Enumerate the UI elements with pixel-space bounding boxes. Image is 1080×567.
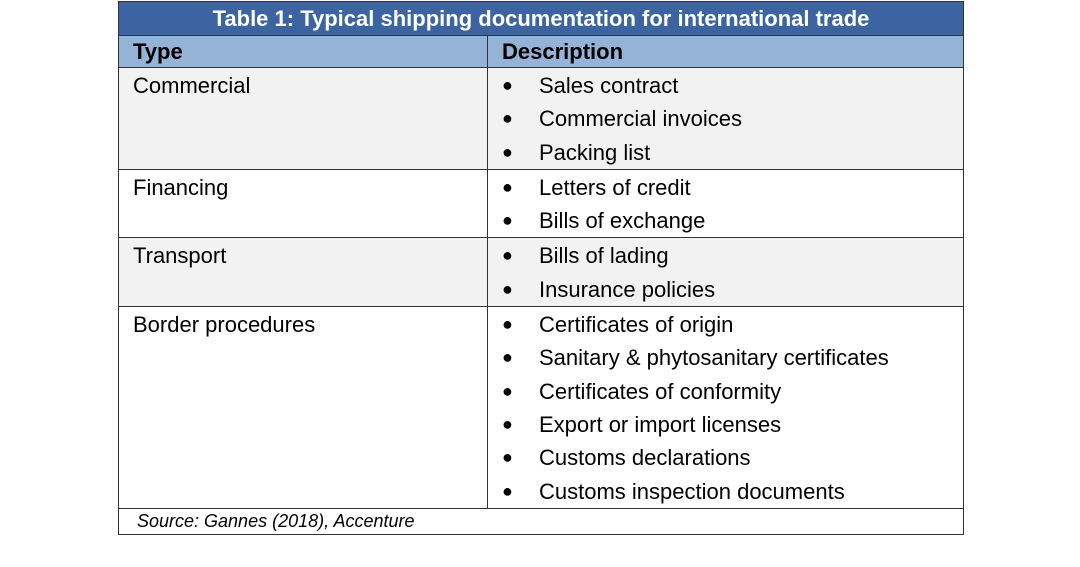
list-item-text: Insurance policies [539,276,716,302]
bullet-icon: ● [502,447,513,468]
table-row: Financing ● Letters of credit ● Bills of exc… [119,169,963,239]
list-item-text: Sanitary & phytosanitary certificates [539,345,889,371]
description-cell: ● Letters of credit ● Bills of exchange [488,170,963,238]
list-item-text: Sales contract [539,73,679,98]
list-item: ● Certificates of conformity [502,375,963,408]
list-item: ● Customs inspection documents [502,475,963,508]
table-header: Type Description [119,36,963,68]
list-item: ● Customs declarations [502,441,963,474]
list-item: ● Sanitary & phytosanitary certificates [502,341,963,374]
source-note: Source: Gannes (2018), Accenture [137,510,415,531]
shipping-documentation-table: Table 1: Typical shipping documentation … [118,1,964,535]
bullet-icon: ● [502,176,513,197]
type-cell: Financing [119,169,488,238]
bullet-icon: ● [502,380,513,401]
list-item-text: Customs inspection documents [539,478,845,504]
list-item: ● Certificates of origin [502,308,963,341]
table-row: Transport ● Bills of lading ● Insurance poli… [119,238,963,308]
header-type: Type [119,36,488,67]
bullet-icon: ● [502,75,513,95]
list-item-text: Certificates of conformity [539,378,782,404]
bullet-icon: ● [502,278,513,299]
bullet-icon: ● [502,245,513,266]
list-item-text: Export or import licenses [539,411,782,437]
list-item-text: Certificates of origin [539,312,734,338]
list-item: ● Commercial invoices [502,102,963,135]
bullet-icon: ● [502,480,513,501]
description-cell: ● Sales contract ● Commercial invoices ● Pack… [488,68,963,169]
list-item-text: Bills of exchange [539,208,706,234]
bullet-icon: ● [502,210,513,231]
description-list: ● Letters of credit ● Bills of exchange [502,170,963,238]
type-cell: Commercial [119,68,488,169]
bullet-icon: ● [502,347,513,368]
list-item-text: Bills of lading [539,243,669,269]
type-cell: Transport [119,238,488,307]
bullet-icon: ● [502,108,513,129]
list-item: ● Export or import licenses [502,408,963,441]
list-item-text: Customs declarations [539,445,751,471]
description-list: ● Sales contract ● Commercial invoices ● Pack… [502,68,963,169]
list-item: ● Insurance policies [502,273,963,306]
list-item: ● Bills of lading [502,239,963,272]
list-item-text: Letters of credit [539,174,691,200]
description-cell: ● Bills of lading ● Insurance policies [488,238,963,306]
description-list: ● Bills of lading ● Insurance policies [502,238,963,306]
bullet-icon: ● [502,141,513,162]
table-title: Table 1: Typical shipping documentation … [119,2,963,36]
description-cell: ● Certificates of origin ● Sanitary & phyto… [488,307,963,508]
list-item: ● Bills of exchange [502,204,963,237]
description-list: ● Certificates of origin ● Sanitary & phyto… [502,307,963,508]
list-item: ● Letters of credit [502,171,963,204]
type-cell: Border procedures [119,307,488,508]
list-item: ● Sales contract [502,69,963,102]
table-row: Commercial ● Sales contract ● Commercial inv… [119,68,963,170]
table-row: Border procedures ● Certificates of origin… [119,307,963,509]
list-item-text: Commercial invoices [539,106,742,132]
list-item-text: Packing list [539,139,651,165]
bullet-icon: ● [502,413,513,434]
header-description: Description [502,39,624,64]
list-item: ● Packing list [502,136,963,169]
bullet-icon: ● [502,314,513,335]
